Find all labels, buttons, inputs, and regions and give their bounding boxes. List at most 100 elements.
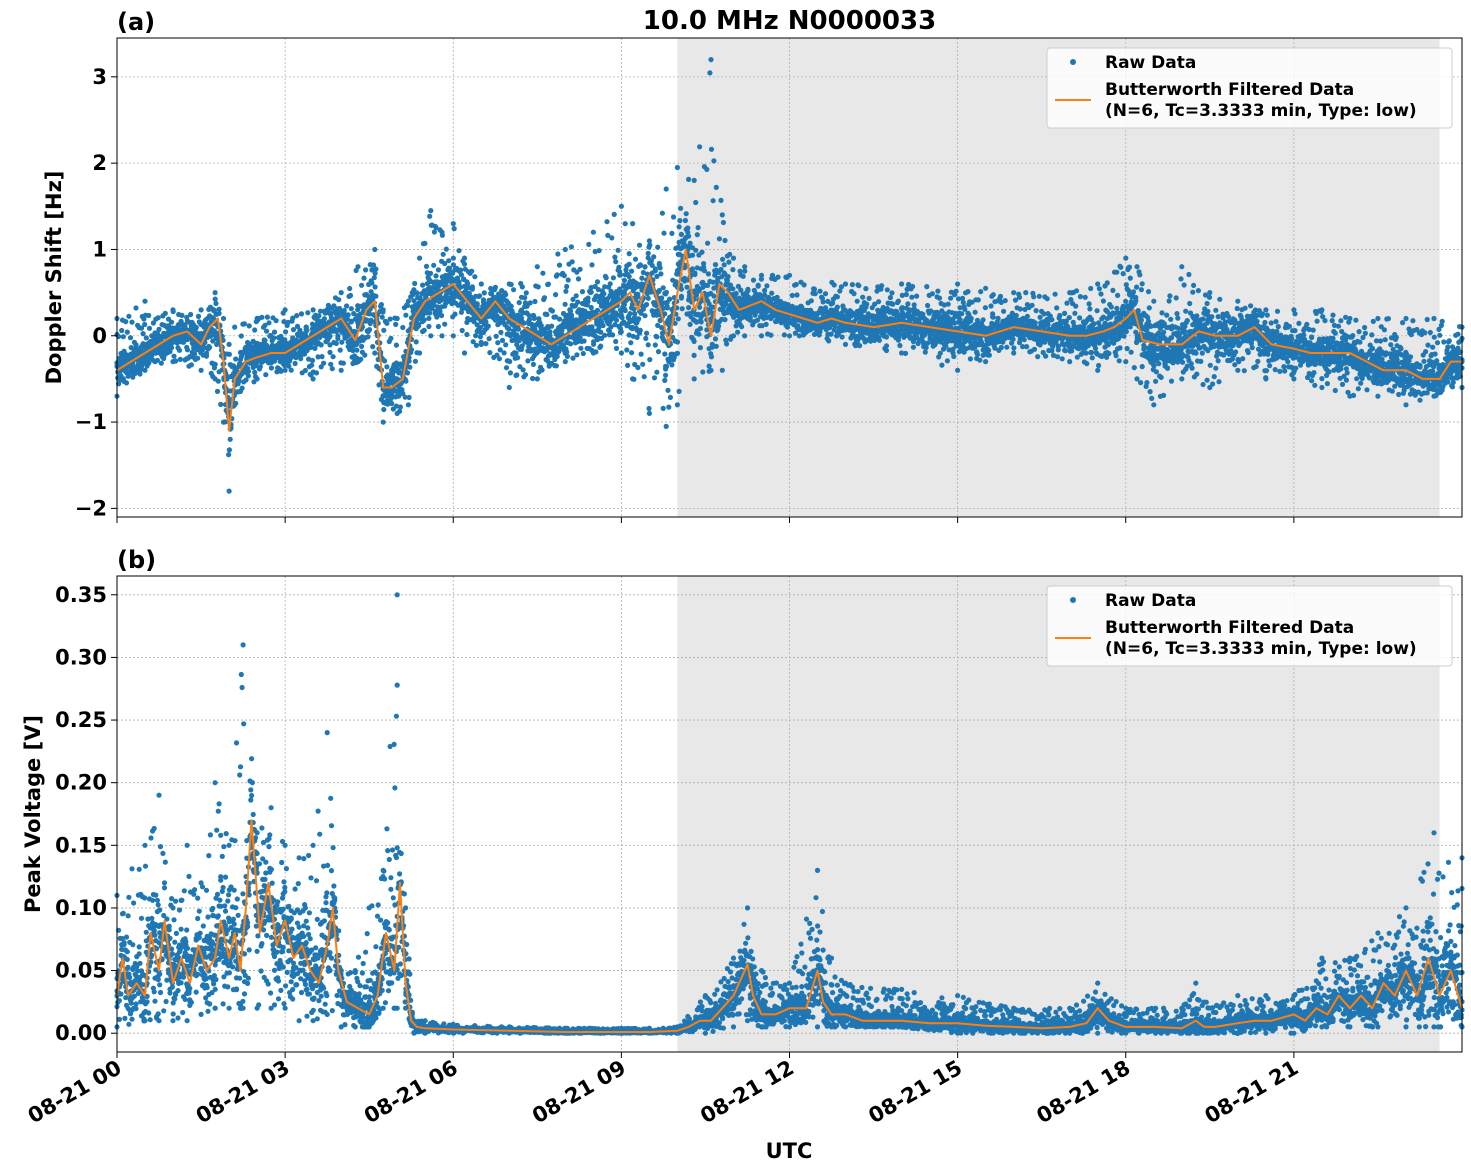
raw-data-point xyxy=(435,323,441,330)
raw-data-point xyxy=(564,283,570,290)
raw-data-point xyxy=(693,247,699,253)
raw-data-point xyxy=(379,314,385,320)
raw-data-point xyxy=(707,70,713,76)
raw-data-point xyxy=(1073,303,1079,309)
raw-data-point xyxy=(712,336,719,342)
raw-data-point xyxy=(336,297,342,303)
raw-data-point xyxy=(968,315,974,322)
raw-data-point xyxy=(313,370,320,376)
raw-data-point xyxy=(459,327,465,334)
raw-data-point xyxy=(636,242,643,248)
raw-data-point xyxy=(195,355,201,361)
raw-data-point xyxy=(381,327,387,333)
raw-data-point xyxy=(146,325,153,331)
raw-data-point xyxy=(563,288,569,294)
raw-data-point xyxy=(722,237,728,244)
raw-data-point xyxy=(591,341,597,347)
raw-data-point xyxy=(972,309,978,315)
raw-data-point xyxy=(601,291,607,297)
raw-data-point xyxy=(739,324,745,330)
raw-data-point xyxy=(485,323,491,329)
raw-data-point xyxy=(864,301,870,307)
raw-data-point xyxy=(622,221,628,227)
raw-data-point xyxy=(735,329,741,335)
raw-data-point xyxy=(549,308,556,314)
raw-data-point xyxy=(495,340,501,346)
raw-data-point xyxy=(561,273,567,279)
raw-data-point xyxy=(298,356,304,362)
raw-data-point xyxy=(636,316,642,322)
raw-data-point xyxy=(384,320,390,326)
raw-data-point xyxy=(945,301,951,307)
raw-data-point xyxy=(167,349,173,355)
raw-data-point xyxy=(691,338,697,344)
raw-data-point xyxy=(621,277,628,283)
raw-data-point xyxy=(876,337,883,343)
raw-data-point xyxy=(481,290,487,296)
raw-data-point xyxy=(678,286,685,292)
raw-data-point xyxy=(1023,290,1029,296)
raw-data-point xyxy=(458,267,464,273)
raw-data-point xyxy=(687,240,693,246)
raw-data-point xyxy=(686,233,692,239)
raw-data-point xyxy=(1062,348,1068,354)
raw-data-point xyxy=(594,307,601,313)
raw-data-point xyxy=(371,275,377,281)
raw-data-point xyxy=(378,302,384,308)
raw-data-point xyxy=(939,362,945,368)
raw-data-point xyxy=(119,327,125,334)
raw-data-point xyxy=(980,317,986,323)
raw-data-point xyxy=(607,281,613,287)
raw-data-point xyxy=(642,264,648,270)
raw-data-point xyxy=(697,144,703,150)
raw-data-point xyxy=(433,273,439,279)
raw-data-point xyxy=(238,333,244,339)
raw-data-point xyxy=(412,280,418,287)
raw-data-point xyxy=(1088,285,1094,292)
raw-data-point xyxy=(1096,362,1102,369)
raw-data-point xyxy=(340,360,346,366)
raw-data-point xyxy=(413,339,419,345)
raw-data-point xyxy=(245,368,251,374)
raw-data-point xyxy=(903,291,909,298)
raw-data-point xyxy=(603,275,609,281)
raw-data-point xyxy=(575,299,581,305)
raw-data-point xyxy=(990,292,996,298)
raw-data-point xyxy=(616,264,622,270)
raw-data-point xyxy=(857,343,863,349)
raw-data-point xyxy=(137,371,143,377)
raw-data-point xyxy=(545,281,552,287)
raw-data-point xyxy=(1024,313,1030,319)
raw-data-point xyxy=(397,404,403,410)
raw-data-point xyxy=(705,271,712,277)
raw-data-point xyxy=(1082,294,1088,300)
raw-data-point xyxy=(124,329,130,335)
raw-data-point xyxy=(213,300,219,307)
raw-data-point xyxy=(569,259,575,265)
raw-data-point xyxy=(812,291,818,297)
raw-data-point xyxy=(1098,291,1104,297)
raw-data-point xyxy=(359,282,365,288)
raw-data-point xyxy=(556,316,563,322)
raw-data-point xyxy=(123,319,129,325)
raw-data-point xyxy=(309,362,315,368)
raw-data-point xyxy=(1036,293,1042,299)
raw-data-point xyxy=(143,335,149,341)
raw-data-point xyxy=(507,370,513,376)
raw-data-point xyxy=(226,351,232,357)
raw-data-point xyxy=(625,362,631,368)
raw-data-point xyxy=(710,198,716,204)
raw-data-point xyxy=(929,291,936,297)
raw-data-point xyxy=(192,351,198,357)
raw-data-point xyxy=(130,374,136,380)
raw-data-point xyxy=(669,230,675,236)
raw-data-point xyxy=(408,347,415,353)
raw-data-point xyxy=(1057,312,1063,319)
raw-data-point xyxy=(426,315,432,321)
raw-data-point xyxy=(679,306,685,312)
raw-data-point xyxy=(227,436,233,442)
raw-data-point xyxy=(670,214,677,220)
raw-data-point xyxy=(532,298,538,305)
raw-data-point xyxy=(764,283,770,289)
